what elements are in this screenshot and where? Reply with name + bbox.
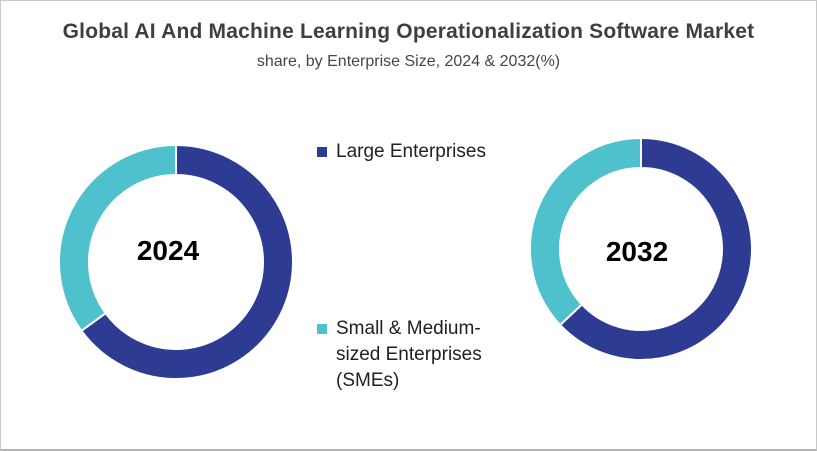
donut-2032-center-label: 2032	[605, 236, 669, 267]
legend-swatch-large-enterprises-icon	[317, 147, 327, 157]
donut-2024-center-label: 2024	[136, 235, 200, 266]
legend-label-smes: Small & Medium-sized Enterprises (SMEs)	[336, 318, 482, 391]
chart-title: Global AI And Machine Learning Operation…	[62, 20, 755, 43]
donut-2032-slice-small-medium-sized-enterprises-smes	[529, 137, 642, 326]
chart-subtitle: share, by Enterprise Size, 2024 & 2032(%…	[256, 53, 561, 70]
legend-item-large-enterprises: Large Enterprises	[317, 139, 486, 165]
legend-swatch-smes-icon	[317, 324, 327, 334]
donut-2032-slice-large-enterprises	[559, 137, 753, 361]
legend-item-smes: Small & Medium-sized Enterprises (SMEs)	[317, 316, 495, 394]
legend-label-large-enterprises: Large Enterprises	[336, 141, 486, 162]
donut-2024-slice-large-enterprises	[80, 144, 294, 380]
donut-2024-slice-small-medium-sized-enterprises-smes	[58, 144, 177, 332]
